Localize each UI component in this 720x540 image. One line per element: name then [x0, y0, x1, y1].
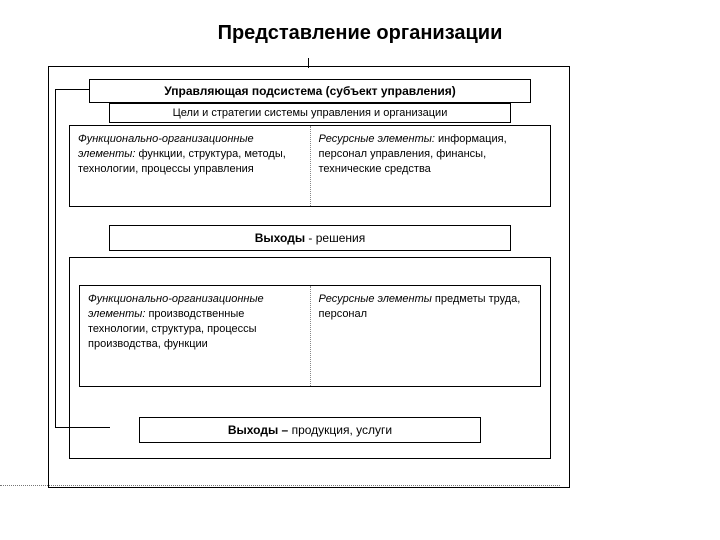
controlling-panel: Функционально-организационные элементы: … — [69, 125, 551, 207]
dotted-baseline — [0, 485, 560, 486]
controlling-header-text: Управляющая подсистема (субъект управлен… — [164, 84, 456, 98]
feedback-line-bot — [55, 237, 110, 428]
controlling-output-text: - решения — [305, 231, 365, 245]
goals-text: Цели и стратегии системы управления и ор… — [173, 107, 448, 119]
goals-box: Цели и стратегии системы управления и ор… — [109, 103, 511, 123]
controlling-output-label: Выходы — [255, 231, 305, 245]
controlling-output: Выходы - решения — [109, 225, 511, 251]
outer-frame: Управляющая подсистема (субъект управлен… — [48, 66, 570, 488]
controlled-output-text: продукция, услуги — [288, 423, 392, 437]
controlled-panel: Функционально-организационные элементы: … — [79, 285, 541, 387]
controlling-header: Управляющая подсистема (субъект управлен… — [89, 79, 531, 103]
controlled-right-heading: Ресурсные элементы — [319, 293, 432, 305]
controlled-left-col: Функционально-организационные элементы: … — [80, 286, 310, 386]
controlled-output-label: Выходы – — [228, 423, 288, 437]
feedback-line-top — [55, 89, 90, 238]
controlled-output: Выходы – продукция, услуги — [139, 417, 481, 443]
controlled-right-col: Ресурсные элементы предметы труда, персо… — [310, 286, 541, 386]
controlling-right-heading: Ресурсные элементы: — [319, 133, 435, 145]
controlling-right-col: Ресурсные элементы: информация, персонал… — [310, 126, 551, 206]
controlling-left-col: Функционально-организационные элементы: … — [70, 126, 310, 206]
page-title: Представление организации — [0, 0, 720, 53]
